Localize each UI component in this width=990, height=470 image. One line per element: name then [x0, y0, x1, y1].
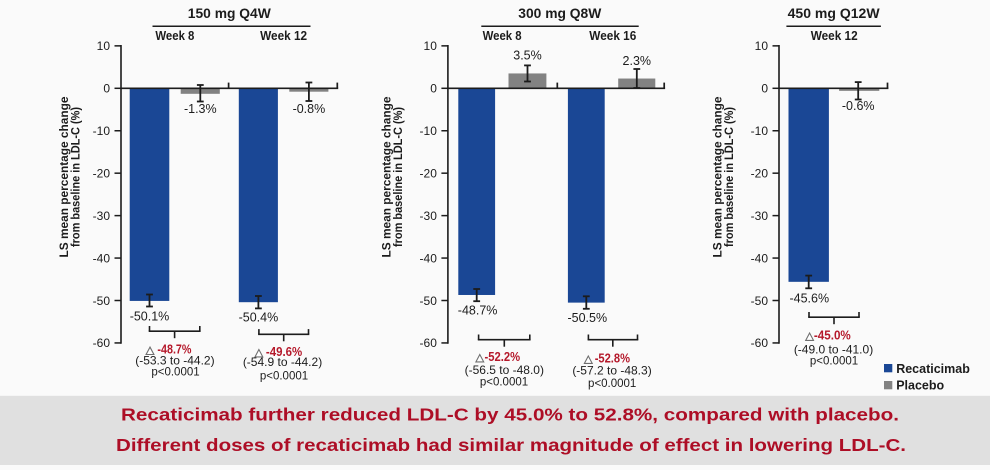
- svg-text:Different doses of recaticimab: Different doses of recaticimab had simil…: [116, 435, 906, 455]
- svg-text:-40: -40: [93, 251, 111, 265]
- svg-text:from baseline in LDL-C (%): from baseline in LDL-C (%): [71, 107, 83, 247]
- svg-text:(-56.5 to -48.0): (-56.5 to -48.0): [465, 363, 544, 377]
- svg-text:300 mg Q8W: 300 mg Q8W: [518, 5, 602, 21]
- svg-text:(-57.2 to -48.3): (-57.2 to -48.3): [572, 364, 651, 378]
- svg-text:-50.4%: -50.4%: [239, 311, 279, 325]
- svg-text:-50: -50: [93, 294, 111, 308]
- svg-text:450 mg Q12W: 450 mg Q12W: [788, 5, 881, 21]
- svg-text:Week 8: Week 8: [483, 29, 522, 43]
- svg-text:LS mean percentage change: LS mean percentage change: [713, 97, 725, 258]
- svg-text:-50: -50: [751, 294, 769, 308]
- svg-text:10: 10: [424, 39, 438, 53]
- svg-text:-20: -20: [93, 166, 111, 180]
- svg-text:-60: -60: [751, 336, 769, 350]
- svg-text:(-53.3 to -44.2): (-53.3 to -44.2): [135, 353, 214, 367]
- svg-text:-50: -50: [420, 294, 438, 308]
- svg-text:-60: -60: [420, 336, 438, 350]
- svg-text:p<0.0001: p<0.0001: [260, 371, 308, 383]
- svg-text:-1.3%: -1.3%: [184, 102, 217, 116]
- svg-text:10: 10: [755, 39, 769, 53]
- svg-text:LS mean percentage change: LS mean percentage change: [59, 97, 71, 258]
- svg-text:p<0.0001: p<0.0001: [151, 367, 199, 379]
- svg-text:p<0.0001: p<0.0001: [810, 355, 858, 367]
- svg-text:150 mg Q4W: 150 mg Q4W: [188, 5, 272, 21]
- svg-text:-40: -40: [420, 251, 438, 265]
- svg-text:-50.1%: -50.1%: [130, 310, 170, 324]
- svg-text:-0.6%: -0.6%: [842, 99, 875, 113]
- svg-text:-40: -40: [751, 251, 769, 265]
- svg-text:-30: -30: [751, 209, 769, 223]
- svg-text:-10: -10: [420, 124, 438, 138]
- svg-text:-45.6%: -45.6%: [789, 291, 829, 305]
- svg-text:0: 0: [103, 82, 110, 96]
- svg-text:-0.8%: -0.8%: [293, 102, 326, 116]
- svg-text:-20: -20: [751, 166, 769, 180]
- svg-text:-30: -30: [420, 209, 438, 223]
- svg-text:(-54.9 to -44.2): (-54.9 to -44.2): [243, 355, 322, 369]
- svg-text:-10: -10: [751, 124, 769, 138]
- svg-text:0: 0: [761, 82, 768, 96]
- svg-text:p<0.0001: p<0.0001: [480, 376, 528, 388]
- svg-text:10: 10: [97, 39, 111, 53]
- svg-text:-50.5%: -50.5%: [567, 311, 607, 325]
- svg-text:from baseline in LDL-C (%): from baseline in LDL-C (%): [724, 107, 736, 247]
- svg-text:0: 0: [430, 82, 437, 96]
- svg-text:-52.2%: -52.2%: [485, 349, 521, 364]
- svg-text:Placebo: Placebo: [896, 379, 944, 393]
- svg-text:-48.7%: -48.7%: [458, 303, 498, 317]
- svg-text:2.3%: 2.3%: [623, 54, 652, 68]
- svg-text:LS mean percentage change: LS mean percentage change: [382, 97, 394, 258]
- svg-text:-52.8%: -52.8%: [595, 351, 631, 366]
- svg-text:Week 8: Week 8: [155, 29, 194, 43]
- svg-text:-49.6%: -49.6%: [266, 344, 303, 359]
- svg-text:Week 12: Week 12: [811, 29, 858, 43]
- svg-text:-20: -20: [420, 166, 438, 180]
- svg-text:-45.0%: -45.0%: [814, 328, 851, 343]
- svg-text:-30: -30: [93, 209, 111, 223]
- svg-text:(-49.0 to -41.0): (-49.0 to -41.0): [794, 343, 873, 357]
- svg-text:-60: -60: [93, 336, 111, 350]
- svg-text:Week 12: Week 12: [260, 29, 307, 43]
- svg-text:p<0.0001: p<0.0001: [588, 378, 636, 390]
- svg-text:Recaticimab: Recaticimab: [896, 362, 970, 376]
- svg-text:3.5%: 3.5%: [513, 49, 542, 63]
- svg-text:-10: -10: [93, 124, 111, 138]
- svg-text:from baseline in LDL-C (%): from baseline in LDL-C (%): [393, 107, 405, 247]
- svg-text:-48.7%: -48.7%: [157, 342, 191, 357]
- svg-text:Week 16: Week 16: [589, 29, 636, 43]
- svg-text:Recaticimab further reduced LD: Recaticimab further reduced LDL-C by 45.…: [121, 405, 899, 425]
